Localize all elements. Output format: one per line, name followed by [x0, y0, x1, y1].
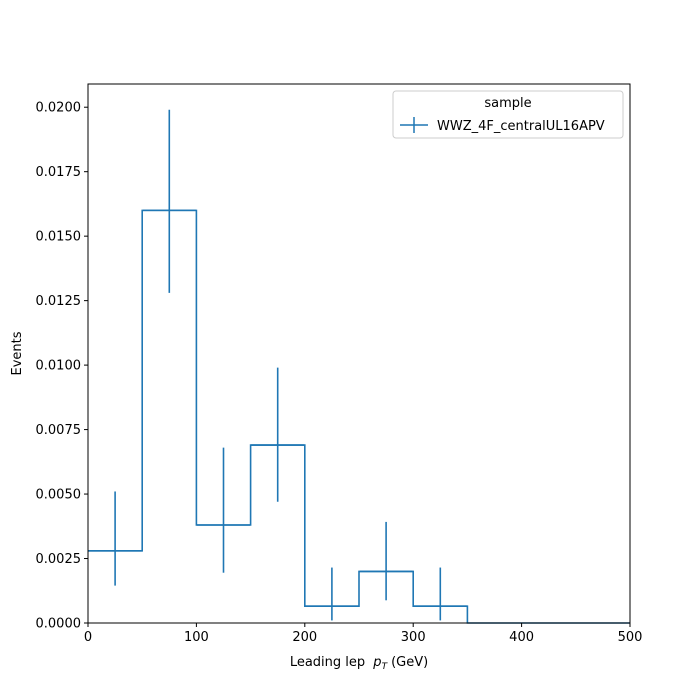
y-tick-label: 0.0075: [36, 423, 82, 438]
legend: sample WWZ_4F_centralUL16APV: [392, 90, 624, 139]
y-tick-label: 0.0100: [36, 359, 82, 374]
x-axis-label-subscript: T: [382, 662, 389, 672]
y-tick-label: 0.0125: [36, 294, 82, 309]
x-tick-label: 200: [292, 630, 317, 645]
legend-title: sample: [484, 96, 531, 111]
x-axis-label-text: Leading lep: [290, 655, 365, 670]
legend-box: [392, 90, 624, 139]
y-tick-label: 0.0175: [36, 165, 82, 180]
x-tick-label: 300: [401, 630, 426, 645]
x-tick-label: 400: [509, 630, 534, 645]
y-tick-label: 0.0200: [36, 101, 82, 116]
legend-entry-label: WWZ_4F_centralUL16APV: [437, 119, 605, 134]
x-axis-label: Leading lep pT (GeV): [290, 655, 428, 672]
x-axis-label-math: p: [372, 655, 381, 670]
y-tick-label: 0.0000: [36, 617, 82, 632]
y-tick-label: 0.0150: [36, 230, 82, 245]
y-tick-label: 0.0050: [36, 488, 82, 503]
ticks-layer: 0 100 200 300 400 500 0.0000 0.0025 0.0050 0.0075…: [36, 101, 643, 645]
y-tick-label: 0.0025: [36, 552, 82, 567]
x-tick-label: 100: [184, 630, 209, 645]
plot-frame: [87, 83, 631, 624]
x-axis-label-unit: (GeV): [391, 655, 428, 670]
y-axis-label: Events: [10, 331, 25, 375]
x-tick-label: 0: [84, 630, 92, 645]
x-tick-label: 500: [618, 630, 643, 645]
